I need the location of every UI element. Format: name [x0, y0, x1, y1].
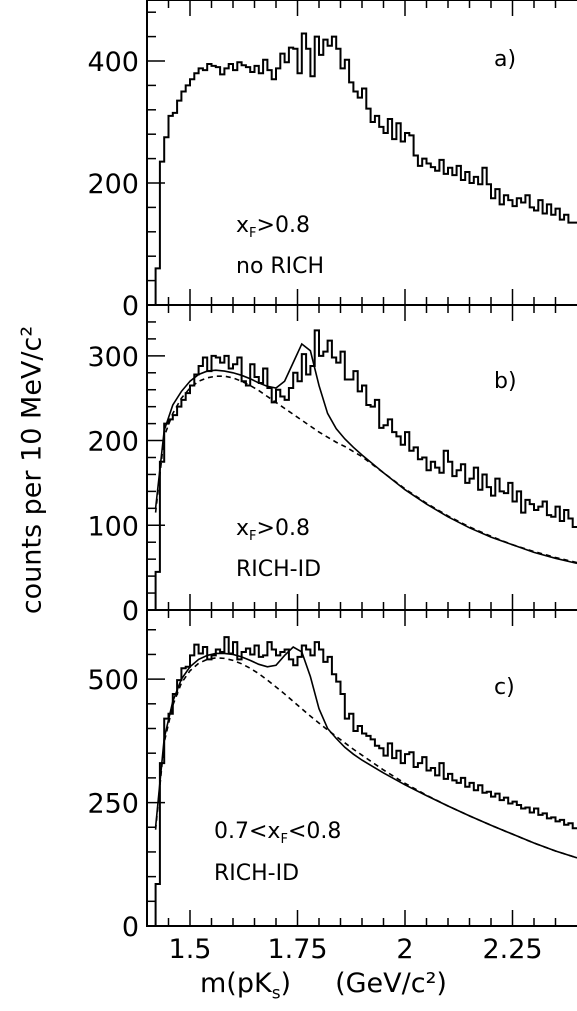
histogram	[147, 636, 577, 927]
y-tick-label: 200	[87, 169, 139, 200]
y-tick-label: 100	[87, 511, 139, 542]
y-tick-label: 300	[87, 342, 139, 373]
y-tick-label: 0	[122, 596, 139, 627]
annotation-cut: xF>0.8	[236, 213, 310, 241]
y-axis-label: counts per 10 MeV/c²	[14, 0, 50, 940]
x-axis-label: m(pKs) (GeV/c²)	[200, 968, 447, 1003]
panel-label: b)	[494, 369, 517, 394]
annotation-cut: 0.7<xF<0.8	[214, 819, 341, 847]
y-tick-label: 200	[87, 427, 139, 458]
histogram	[147, 329, 577, 611]
panel-b: 0 100 200 300 b) xF>0.8 RICH-ID	[87, 304, 577, 627]
x-axis-label-subscript: s	[271, 983, 281, 1004]
x-axis-label-units: (GeV/c²)	[335, 968, 447, 999]
panel-label: a)	[494, 47, 516, 72]
y-tick-label: 250	[87, 789, 139, 820]
panel-frame	[146, 609, 577, 927]
fit-total-curve	[154, 646, 577, 859]
annotation-selection: no RICH	[236, 254, 324, 279]
annotation-selection: RICH-ID	[236, 557, 321, 582]
annotation-selection: RICH-ID	[214, 861, 299, 886]
y-tick-label: 0	[122, 912, 139, 943]
y-tick-label: 0	[122, 291, 139, 322]
x-axis-label-variable: m(pK	[200, 968, 272, 999]
panel-label: c)	[494, 675, 515, 700]
y-tick-label: 500	[87, 665, 139, 696]
histogram	[147, 32, 577, 306]
fit-total-curve	[154, 342, 577, 565]
x-tick-label: 1.75	[267, 934, 327, 965]
x-axis-label-close: )	[280, 968, 292, 999]
y-tick-label: 400	[87, 47, 139, 78]
panel-frame	[146, 0, 577, 306]
panel-c: 0 250 500 c) 0.7<xF<0.8 RICH-ID 1.5 1.75 2 2.25	[87, 609, 577, 965]
annotation-cut: xF>0.8	[236, 516, 310, 544]
panel-frame	[146, 304, 577, 611]
x-tick-label: 2.25	[482, 934, 542, 965]
y-axis-label-text: counts per 10 MeV/c²	[16, 325, 48, 615]
x-tick-label: 1.5	[169, 934, 212, 965]
x-tick-label: 2	[396, 934, 413, 965]
panel-a: 0 200 400 a) xF>0.8 no RICH	[87, 0, 577, 322]
